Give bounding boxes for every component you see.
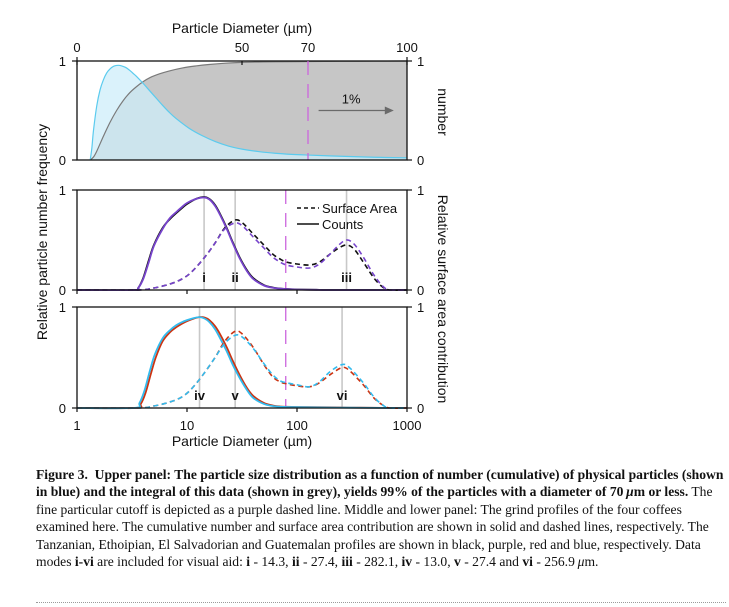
caption-unit-tail: m. bbox=[584, 554, 599, 570]
cumulative-number-line bbox=[89, 60, 408, 161]
right-y-axis-title: Relative surface area contribution bbox=[435, 195, 451, 404]
lower-xtick-label: 1 bbox=[73, 418, 80, 433]
middle-ytick-label-left-bottom: 0 bbox=[59, 283, 66, 298]
legend-counts-label: Counts bbox=[322, 217, 364, 232]
upper-xtick-label: 0 bbox=[73, 40, 80, 55]
middle-mode-label-i: i bbox=[202, 270, 206, 285]
middle-ytick-label-left-top: 1 bbox=[59, 183, 66, 198]
middle-mode-label-iii: iii bbox=[341, 270, 352, 285]
caption-mode-value: - 256.9 bbox=[532, 554, 575, 570]
lower-mode-label-v: v bbox=[232, 388, 240, 403]
middle-mode-label-ii: ii bbox=[232, 270, 239, 285]
upper-ytick-label-right-bottom: 0 bbox=[417, 153, 424, 168]
upper-right-axis-title: number bbox=[435, 88, 451, 136]
upper-xtick-label: 50 bbox=[235, 40, 249, 55]
caption-mode-label: v bbox=[454, 554, 461, 570]
caption-bold-mu: μ bbox=[626, 484, 634, 500]
caption-mode-label: iii bbox=[341, 554, 353, 570]
annotation-arrowhead-icon bbox=[384, 106, 394, 115]
middle-series-ethiopian-surface-area bbox=[76, 222, 408, 292]
caption-unit-mu: μ bbox=[577, 554, 585, 570]
caption-bold-tail: m or less. bbox=[633, 484, 689, 500]
lower-series-guatemalan-counts bbox=[76, 316, 408, 410]
lower-xtick-label: 10 bbox=[180, 418, 194, 433]
lower-series-el-salvadorian-surface-area bbox=[76, 330, 408, 410]
annotation-label: 1% bbox=[342, 92, 361, 107]
caption-text-2: are included for visual aid: bbox=[93, 554, 247, 570]
lower-x-axis-title: Particle Diameter (µm) bbox=[172, 433, 312, 449]
caption-bold-text: Upper panel: The particle size distribut… bbox=[36, 467, 723, 499]
upper-ytick-label-left-top: 1 bbox=[59, 54, 66, 69]
legend-surface-area-label: Surface Area bbox=[322, 201, 398, 216]
lower-mode-label-vi: vi bbox=[337, 388, 348, 403]
caption-mode-label: vi bbox=[522, 554, 533, 570]
figure-caption: Figure 3. Upper panel: The particle size… bbox=[36, 466, 726, 570]
lower-frame bbox=[76, 306, 408, 409]
upper-xtick-label: 70 bbox=[301, 40, 315, 55]
upper-ytick-label-left-bottom: 0 bbox=[59, 153, 66, 168]
caption-mode-value: - 27.4, bbox=[299, 554, 342, 570]
lower-ytick-label-right-bottom: 0 bbox=[417, 401, 424, 416]
number-frequency-area bbox=[90, 65, 407, 160]
caption-mode-label: iv bbox=[401, 554, 413, 570]
caption-mode-value: - 13.0, bbox=[412, 554, 455, 570]
left-y-axis-title: Relative particle number frequency bbox=[34, 124, 50, 340]
middle-frame bbox=[76, 189, 408, 291]
lower-ytick-label-right-top: 1 bbox=[417, 300, 424, 315]
lower-xtick-label: 100 bbox=[286, 418, 308, 433]
caption-bold-main: Upper panel: The particle size distribut… bbox=[36, 467, 724, 500]
upper-x-axis-title: Particle Diameter (µm) bbox=[172, 20, 312, 36]
caption-mode-label: ii bbox=[291, 554, 300, 570]
caption-modes-list: i - 14.3, ii - 27.4, iii - 282.1, iv - 1… bbox=[246, 554, 575, 569]
caption-mode-value: - 282.1, bbox=[352, 554, 402, 570]
lower-ytick-label-left-bottom: 0 bbox=[59, 401, 66, 416]
lower-mode-label-iv: iv bbox=[194, 388, 206, 403]
middle-series-ethiopian-counts bbox=[76, 196, 408, 292]
caption-modes-range: i-vi bbox=[74, 554, 94, 570]
upper-xtick-label: 100 bbox=[396, 40, 418, 55]
upper-ytick-label-right-top: 1 bbox=[417, 54, 424, 69]
lower-ytick-label-left-top: 1 bbox=[59, 300, 66, 315]
axis-labels: Relative particle number frequency Relati… bbox=[34, 124, 451, 403]
lower-xtick-label: 1000 bbox=[393, 418, 422, 433]
middle-ytick-label-right-top: 1 bbox=[417, 183, 424, 198]
number-frequency-line bbox=[89, 64, 408, 161]
page-divider bbox=[36, 602, 726, 603]
caption-mode-value: - 27.4 and bbox=[460, 554, 523, 570]
caption-mode-value: - 14.3, bbox=[250, 554, 292, 570]
middle-ytick-label-right-bottom: 0 bbox=[417, 283, 424, 298]
caption-text-1: The fine particular cutoff is depicted a… bbox=[36, 484, 713, 570]
caption-mode-label: i bbox=[246, 554, 251, 570]
caption-label: Figure 3. bbox=[36, 467, 88, 482]
